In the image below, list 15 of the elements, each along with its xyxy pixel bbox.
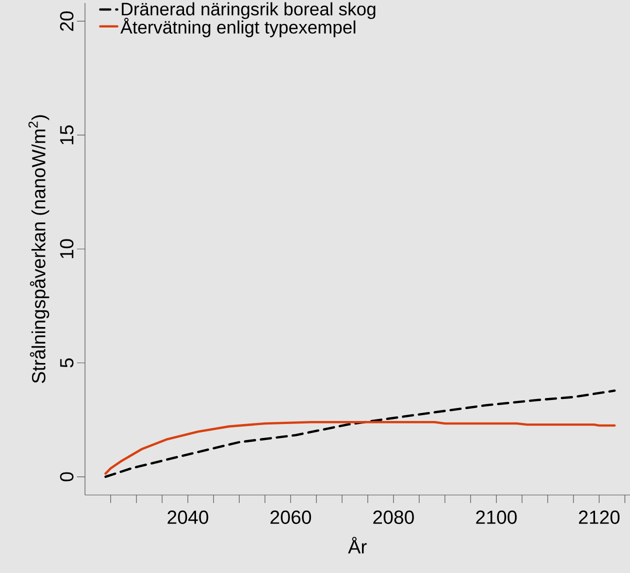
- y-axis-title: Strålningspåverkan (nanoW/m$^{2}$): [28, 115, 50, 384]
- x-tick-label: 2100: [476, 510, 517, 524]
- line-series: [104, 420, 616, 475]
- line-series: [104, 390, 616, 478]
- y-tick-label: 5: [60, 358, 74, 368]
- x-tick-label: 2080: [373, 510, 414, 524]
- x-axis-title: År: [348, 536, 367, 554]
- y-tick-label: 15: [60, 125, 74, 144]
- legend-label: Återvätning enligt typexempel: [120, 18, 356, 38]
- x-tick-label: 2040: [168, 510, 208, 524]
- x-tick-label: 2060: [270, 510, 312, 524]
- y-tick-label: 10: [60, 239, 74, 258]
- x-tick-label: 2120: [578, 510, 620, 524]
- y-tick-label: 20: [60, 11, 74, 31]
- y-tick-label: 0: [60, 472, 74, 482]
